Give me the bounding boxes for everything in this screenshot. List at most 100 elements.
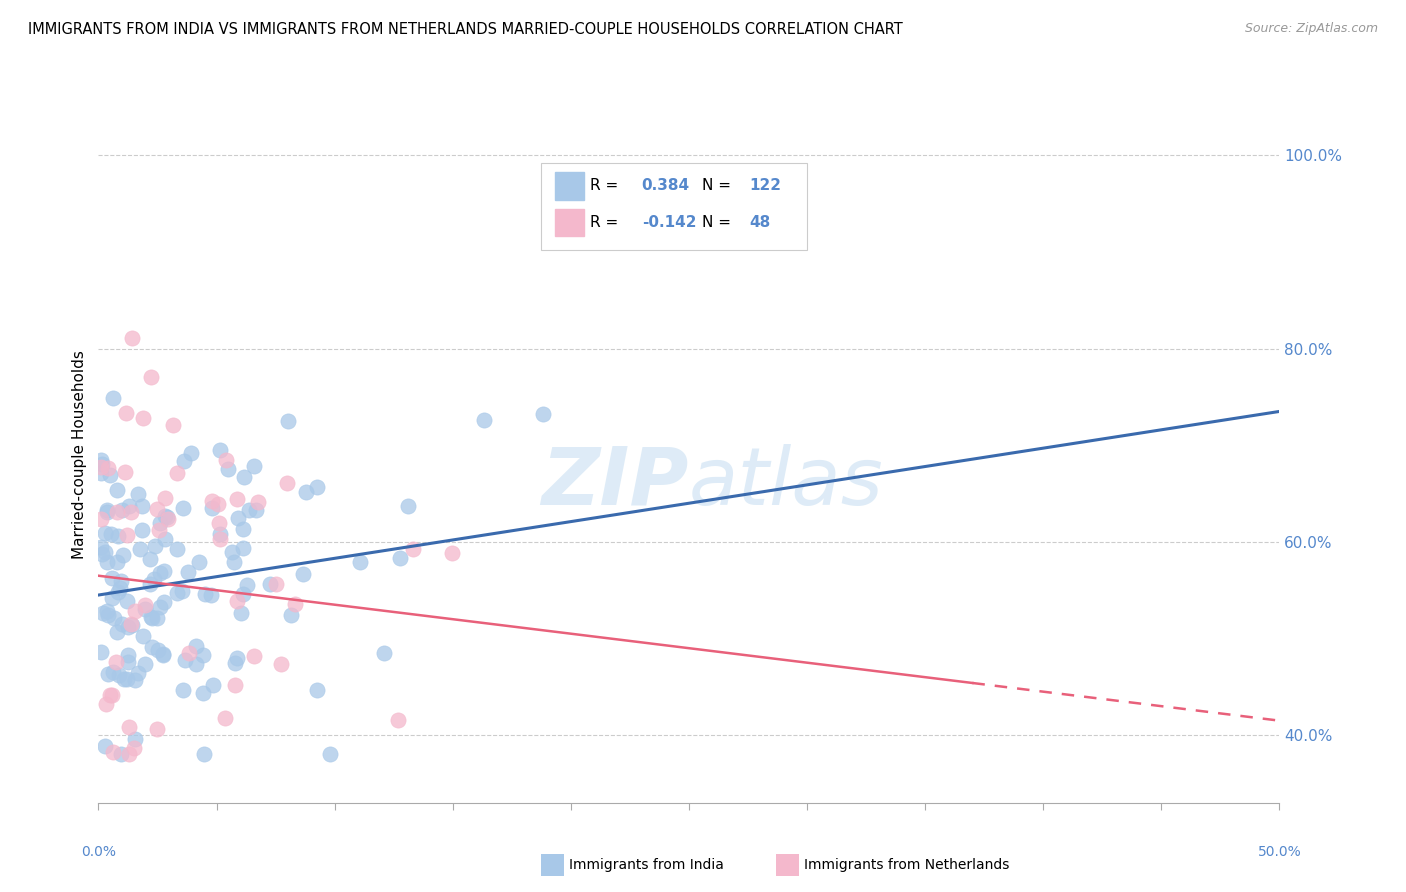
- Text: N =: N =: [702, 178, 735, 194]
- Point: [243, 648, 266, 663]
- Point: [111, 549, 134, 563]
- Text: IMMIGRANTS FROM INDIA VS IMMIGRANTS FROM NETHERLANDS MARRIED-COUPLE HOUSEHOLDS C: IMMIGRANTS FROM INDIA VS IMMIGRANTS FROM…: [28, 22, 903, 37]
- Point: [131, 523, 153, 537]
- Point: [101, 688, 124, 702]
- Point: [166, 466, 188, 480]
- Point: [531, 407, 554, 421]
- Point: [127, 486, 149, 500]
- Point: [121, 618, 143, 632]
- Text: 0.384: 0.384: [641, 178, 690, 194]
- Point: [142, 572, 165, 586]
- Point: [97, 461, 120, 475]
- Point: [193, 747, 215, 762]
- Point: [186, 639, 208, 653]
- Point: [90, 645, 112, 659]
- Point: [215, 452, 238, 467]
- Point: [149, 566, 172, 580]
- Point: [90, 459, 112, 474]
- Point: [107, 529, 129, 543]
- Point: [132, 628, 155, 642]
- Point: [141, 611, 163, 625]
- Point: [134, 657, 156, 671]
- Point: [172, 584, 194, 599]
- Point: [172, 500, 194, 515]
- Text: Source: ZipAtlas.com: Source: ZipAtlas.com: [1244, 22, 1378, 36]
- Point: [134, 602, 156, 616]
- Point: [152, 647, 174, 661]
- Point: [117, 655, 139, 669]
- Point: [134, 598, 156, 612]
- Point: [172, 683, 194, 698]
- Point: [284, 597, 307, 611]
- Point: [107, 585, 129, 599]
- Text: 0.0%: 0.0%: [82, 845, 115, 858]
- Point: [94, 697, 117, 711]
- Point: [152, 648, 174, 662]
- Point: [103, 611, 125, 625]
- Text: R =: R =: [589, 178, 623, 194]
- Point: [153, 508, 176, 523]
- Point: [90, 540, 112, 554]
- Point: [207, 497, 229, 511]
- Point: [124, 731, 146, 746]
- Text: 48: 48: [749, 215, 770, 230]
- Text: 50.0%: 50.0%: [1257, 845, 1302, 858]
- Point: [114, 406, 136, 420]
- Point: [201, 501, 224, 516]
- Point: [238, 502, 260, 516]
- FancyBboxPatch shape: [555, 172, 583, 200]
- Point: [188, 555, 211, 569]
- Point: [120, 616, 142, 631]
- Point: [96, 555, 118, 569]
- Point: [118, 720, 141, 734]
- Point: [276, 476, 298, 491]
- Point: [141, 640, 163, 654]
- Y-axis label: Married-couple Households: Married-couple Households: [72, 351, 87, 559]
- Point: [94, 525, 117, 540]
- Point: [402, 541, 425, 556]
- Point: [208, 442, 231, 457]
- Point: [441, 546, 464, 560]
- Point: [101, 391, 124, 405]
- Point: [221, 545, 243, 559]
- Point: [139, 552, 162, 566]
- Point: [107, 624, 129, 639]
- Point: [228, 511, 250, 525]
- Point: [243, 459, 266, 474]
- Point: [97, 608, 120, 623]
- Point: [156, 512, 179, 526]
- Point: [217, 461, 239, 475]
- Point: [101, 745, 124, 759]
- Point: [291, 566, 314, 581]
- Point: [110, 574, 132, 588]
- Point: [120, 505, 142, 519]
- Text: ZIP: ZIP: [541, 443, 689, 522]
- Point: [305, 683, 328, 698]
- Point: [104, 655, 127, 669]
- Point: [105, 483, 128, 497]
- Point: [110, 581, 132, 595]
- Text: R =: R =: [589, 215, 623, 230]
- Point: [236, 578, 259, 592]
- FancyBboxPatch shape: [541, 162, 807, 250]
- Point: [224, 678, 246, 692]
- Point: [245, 502, 267, 516]
- Point: [111, 617, 134, 632]
- FancyBboxPatch shape: [555, 209, 583, 236]
- Point: [112, 672, 135, 686]
- Point: [101, 665, 124, 679]
- Point: [115, 673, 138, 687]
- Point: [90, 512, 112, 526]
- Point: [152, 564, 174, 578]
- Text: Immigrants from Netherlands: Immigrants from Netherlands: [804, 858, 1010, 872]
- Point: [105, 505, 128, 519]
- Point: [121, 331, 143, 345]
- Point: [114, 465, 136, 479]
- Point: [184, 657, 207, 672]
- Point: [226, 491, 249, 506]
- Point: [225, 594, 247, 608]
- Point: [180, 446, 202, 460]
- Point: [305, 481, 328, 495]
- Text: atlas: atlas: [689, 443, 884, 522]
- Point: [191, 686, 214, 700]
